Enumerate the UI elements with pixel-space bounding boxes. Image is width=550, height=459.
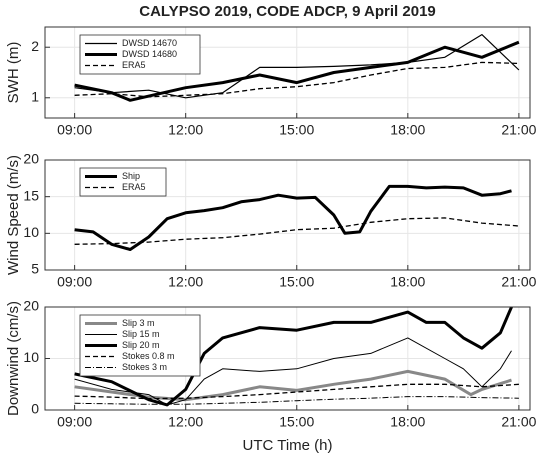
axes-box bbox=[44, 26, 531, 119]
y-axis-label: Downwind (cm/s) bbox=[5, 301, 22, 416]
x-tick-label: 12:00 bbox=[168, 122, 203, 138]
x-tick-label: 15:00 bbox=[279, 414, 314, 430]
legend-label: DWSD 14670 bbox=[122, 38, 177, 48]
series-line bbox=[74, 217, 519, 245]
chart-title: CALYPSO 2019, CODE ADCP, 9 April 2019 bbox=[139, 3, 436, 20]
x-tick-label: 09:00 bbox=[57, 414, 92, 430]
x-tick-label: 18:00 bbox=[390, 414, 425, 430]
series-line bbox=[74, 383, 519, 400]
series-line bbox=[74, 184, 512, 251]
x-tick-label: 21:00 bbox=[501, 274, 536, 290]
x-axis-label: UTC Time (h) bbox=[243, 437, 333, 454]
legend-label: Slip 15 m bbox=[122, 329, 160, 339]
y-tick-label: 15 bbox=[23, 187, 39, 203]
series-line bbox=[74, 396, 519, 405]
x-tick-label: 18:00 bbox=[390, 274, 425, 290]
y-tick-label: 20 bbox=[23, 151, 39, 167]
legend-label: Stokes 3 m bbox=[122, 362, 167, 372]
x-tick-label: 15:00 bbox=[279, 274, 314, 290]
x-tick-label: 15:00 bbox=[279, 122, 314, 138]
series-line bbox=[74, 40, 520, 102]
legend-label: Slip 3 m bbox=[122, 318, 155, 328]
y-tick-label: 10 bbox=[23, 224, 39, 240]
y-tick-label: 0 bbox=[31, 401, 39, 417]
axes-box bbox=[44, 159, 531, 271]
x-tick-label: 18:00 bbox=[390, 122, 425, 138]
y-axis-label: Wind Speed (m/s) bbox=[5, 155, 22, 275]
legend-label: Stokes 0.8 m bbox=[122, 351, 175, 361]
axes-box bbox=[44, 306, 531, 411]
x-tick-label: 21:00 bbox=[501, 122, 536, 138]
series-line bbox=[74, 61, 519, 98]
y-tick-label: 1 bbox=[31, 88, 39, 104]
x-tick-label: 12:00 bbox=[168, 414, 203, 430]
legend-label: DWSD 14680 bbox=[122, 49, 177, 59]
y-tick-label: 2 bbox=[31, 38, 39, 54]
y-axis-label: SWH (m) bbox=[5, 42, 22, 104]
x-tick-label: 09:00 bbox=[57, 274, 92, 290]
x-tick-label: 21:00 bbox=[501, 414, 536, 430]
x-tick-label: 12:00 bbox=[168, 274, 203, 290]
legend-box bbox=[79, 167, 167, 197]
legend-label: Ship bbox=[122, 171, 140, 181]
legend-label: ERA5 bbox=[122, 60, 146, 70]
series-line bbox=[74, 337, 512, 406]
x-tick-label: 09:00 bbox=[57, 122, 92, 138]
y-tick-label: 20 bbox=[23, 298, 39, 314]
y-tick-label: 5 bbox=[31, 261, 39, 277]
y-tick-label: 10 bbox=[23, 349, 39, 365]
legend-label: ERA5 bbox=[122, 182, 146, 192]
legend-label: Slip 20 m bbox=[122, 340, 160, 350]
series-line bbox=[74, 34, 520, 99]
